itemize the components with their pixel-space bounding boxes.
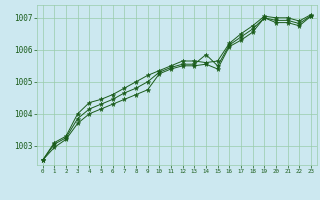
Text: Graphe pression niveau de la mer (hPa): Graphe pression niveau de la mer (hPa) [58,184,262,194]
